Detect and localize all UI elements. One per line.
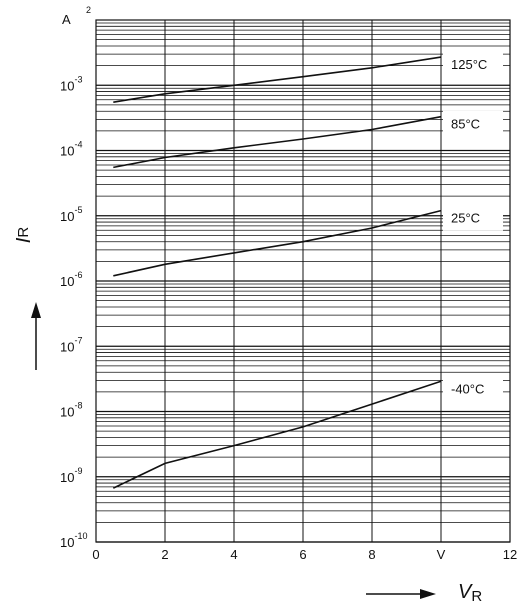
x-tick-label: 12 [503,547,517,562]
series-lines [112,56,442,489]
series-label-box [443,204,503,231]
x-tick-label: 6 [299,547,306,562]
y-tick-label: 10-8 [60,401,82,420]
plot-frame [95,19,511,543]
series-line [113,56,442,103]
y-tick-label: 10-5 [60,205,82,224]
svg-text:IR: IR [13,227,35,244]
y-tick-label: 10-6 [60,270,82,289]
x-axis-unit: V [437,547,446,562]
series-label: 125°C [451,57,487,72]
y-axis-unit-sup: 2 [86,5,91,15]
y-axis-title-main: I [13,237,35,243]
x-tick-labels: 0 2 4 6 8 12 [92,547,517,562]
plot-border [95,19,511,543]
series-line [113,115,442,169]
x-tick-label: 0 [92,547,99,562]
grid [95,20,511,543]
y-tick-label: 10-7 [60,335,82,354]
y-axis-title-sub: R [15,227,32,238]
x-tick-label: 2 [161,547,168,562]
series-label: 25°C [451,211,480,226]
x-axis-arrow-icon [366,589,436,599]
y-axis-title: IR [13,227,35,244]
series-label-box [443,51,503,78]
x-tick-label: 8 [368,547,375,562]
series-line [112,380,442,489]
y-axis-arrow-icon [31,302,41,370]
x-axis-title-main: V [458,581,473,603]
y-tick-label: 10-9 [60,466,82,485]
y-axis-unit: A [62,12,71,27]
y-tick-label: 10-10 [60,531,87,550]
series-label-box [443,110,503,137]
y-tick-label: 10-4 [60,140,82,159]
y-tick-label: 10-3 [60,74,82,93]
series-line [113,209,442,277]
series-label-box [443,375,503,402]
x-axis-title: VR [458,581,482,605]
y-tick-labels: 10-3 10-4 10-5 10-6 10-7 10-8 10-9 10-10 [60,74,87,550]
series-label: 85°C [451,117,480,132]
x-tick-label: 4 [230,547,237,562]
x-axis-title-sub: R [471,588,482,605]
series-label: -40°C [451,381,484,396]
series-labels: 125°C 85°C 25°C -40°C [443,51,503,402]
